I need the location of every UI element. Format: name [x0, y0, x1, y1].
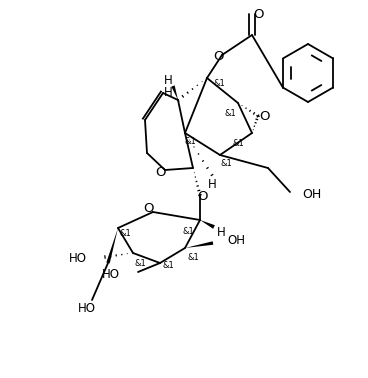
Polygon shape [171, 85, 178, 100]
Text: &1: &1 [119, 228, 131, 237]
Text: O: O [155, 166, 165, 180]
Text: &1: &1 [182, 228, 194, 237]
Text: &1: &1 [232, 138, 244, 147]
Text: OH: OH [227, 234, 245, 246]
Text: H: H [217, 226, 225, 240]
Text: &1: &1 [187, 254, 199, 262]
Text: &1: &1 [220, 160, 232, 169]
Text: O: O [213, 50, 223, 62]
Text: HO: HO [102, 268, 120, 282]
Text: &1: &1 [134, 259, 146, 268]
Text: HO: HO [78, 302, 96, 316]
Text: O: O [254, 8, 264, 20]
Text: H: H [164, 85, 172, 99]
Text: &1: &1 [224, 108, 236, 118]
Text: &1: &1 [213, 79, 225, 87]
Text: O: O [143, 203, 153, 215]
Polygon shape [106, 228, 118, 263]
Text: HO: HO [69, 253, 87, 265]
Text: O: O [260, 110, 270, 122]
Text: H: H [208, 178, 216, 191]
Text: OH: OH [302, 187, 321, 200]
Polygon shape [200, 220, 215, 229]
Text: &1: &1 [184, 138, 196, 147]
Text: H: H [164, 73, 172, 87]
Polygon shape [185, 241, 213, 248]
Text: O: O [198, 189, 208, 203]
Text: &1: &1 [162, 260, 174, 270]
